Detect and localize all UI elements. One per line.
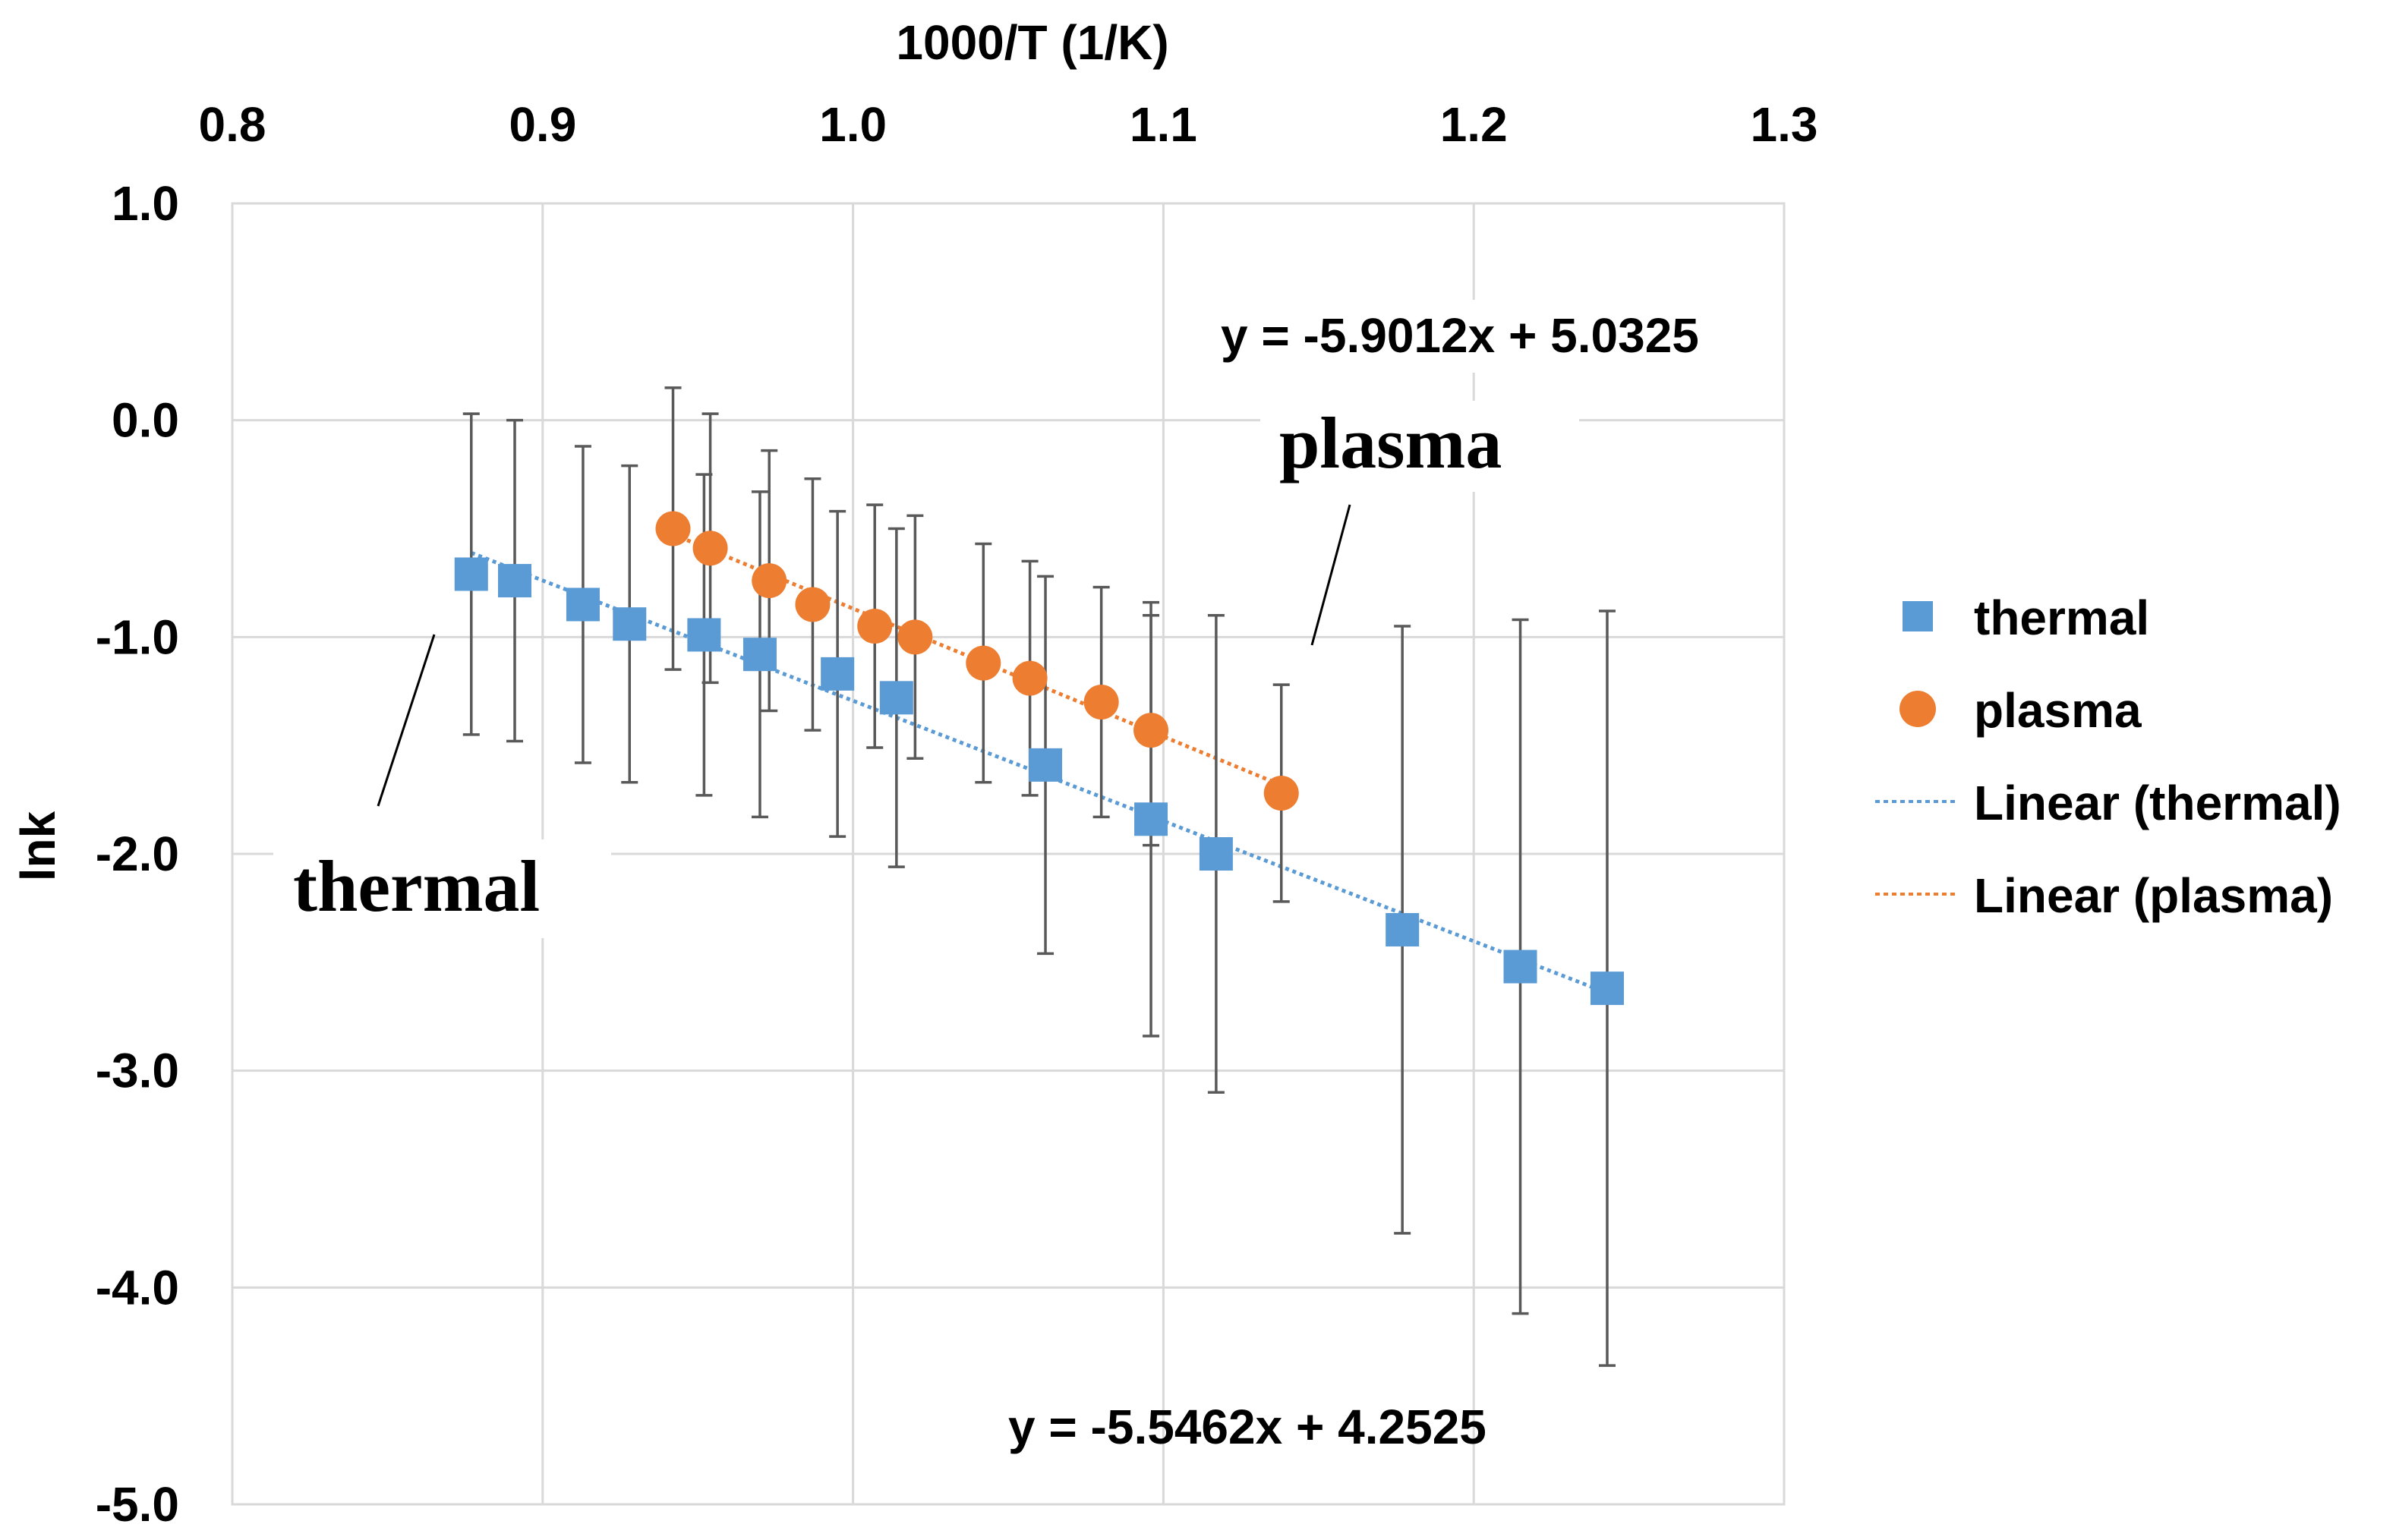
plasma-point <box>655 511 691 546</box>
legend: thermal plasma Linear (thermal) Linear (… <box>1875 590 2341 923</box>
plasma-point <box>1263 776 1299 811</box>
plasma-leader-line <box>1310 504 1351 646</box>
plasma-point <box>966 645 1001 681</box>
plasma-point <box>795 587 831 622</box>
plasma-point <box>857 609 893 644</box>
plasma-point <box>1012 660 1048 696</box>
thermal-point <box>454 557 488 591</box>
y-tick-label: -5.0 <box>96 1477 179 1532</box>
y-tick-label: -4.0 <box>96 1260 179 1315</box>
y-tick-label: -2.0 <box>96 827 179 881</box>
plasma-annotation-background <box>1260 401 1579 492</box>
thermal-trendline-equation: y = -5.5462x + 4.2525 <box>1008 1400 1486 1454</box>
thermal-point <box>742 638 777 672</box>
thermal-point <box>1199 837 1233 871</box>
y-axis-ticks: 1.0 0.0 -1.0 -2.0 -3.0 -4.0 -5.0 <box>96 176 179 1532</box>
x-tick-label: 1.2 <box>1440 97 1508 152</box>
data-points <box>454 511 1624 1006</box>
plasma-point <box>1133 713 1169 748</box>
thermal-point <box>613 607 647 641</box>
plasma-annotation: plasma <box>1279 402 1502 483</box>
legend-thermal-label: thermal <box>1974 590 2149 645</box>
plasma-point <box>897 619 933 655</box>
legend-plasma-label: plasma <box>1974 683 2142 738</box>
legend-linear-plasma-label: Linear (plasma) <box>1974 868 2333 923</box>
thermal-point <box>821 657 855 691</box>
thermal-point <box>498 564 532 598</box>
x-tick-label: 0.8 <box>199 97 266 152</box>
plasma-trendline-equation: y = -5.9012x + 5.0325 <box>1221 308 1699 363</box>
plasma-point <box>1083 685 1119 720</box>
thermal-leader-line <box>377 634 436 807</box>
plasma-equation-background <box>1207 300 1754 373</box>
x-axis-title: 1000/T (1/K) <box>896 15 1168 70</box>
legend-thermal-symbol <box>1903 601 1933 631</box>
thermal-point <box>1503 950 1537 984</box>
thermal-point <box>1134 802 1168 836</box>
x-axis-ticks: 0.8 0.9 1.0 1.1 1.2 1.3 <box>199 97 1818 152</box>
x-tick-label: 1.1 <box>1130 97 1197 152</box>
thermal-annotation-background <box>273 839 611 938</box>
y-tick-label: -3.0 <box>96 1044 179 1098</box>
plasma-point <box>752 563 787 599</box>
thermal-annotation: thermal <box>293 846 540 927</box>
y-axis-title: lnk <box>11 811 65 881</box>
legend-plasma-symbol <box>1899 691 1936 727</box>
thermal-point <box>1590 972 1624 1006</box>
thermal-point <box>1029 748 1063 782</box>
x-tick-label: 1.3 <box>1751 97 1818 152</box>
plasma-point <box>692 531 728 566</box>
legend-linear-thermal-label: Linear (thermal) <box>1974 776 2341 830</box>
y-tick-label: 0.0 <box>112 393 179 448</box>
thermal-point <box>687 618 721 652</box>
x-tick-label: 1.0 <box>819 97 887 152</box>
x-tick-label: 0.9 <box>509 97 576 152</box>
y-tick-label: -1.0 <box>96 609 179 664</box>
thermal-point <box>566 587 600 622</box>
y-tick-label: 1.0 <box>112 176 179 231</box>
thermal-point <box>879 681 913 715</box>
thermal-point <box>1386 912 1420 946</box>
